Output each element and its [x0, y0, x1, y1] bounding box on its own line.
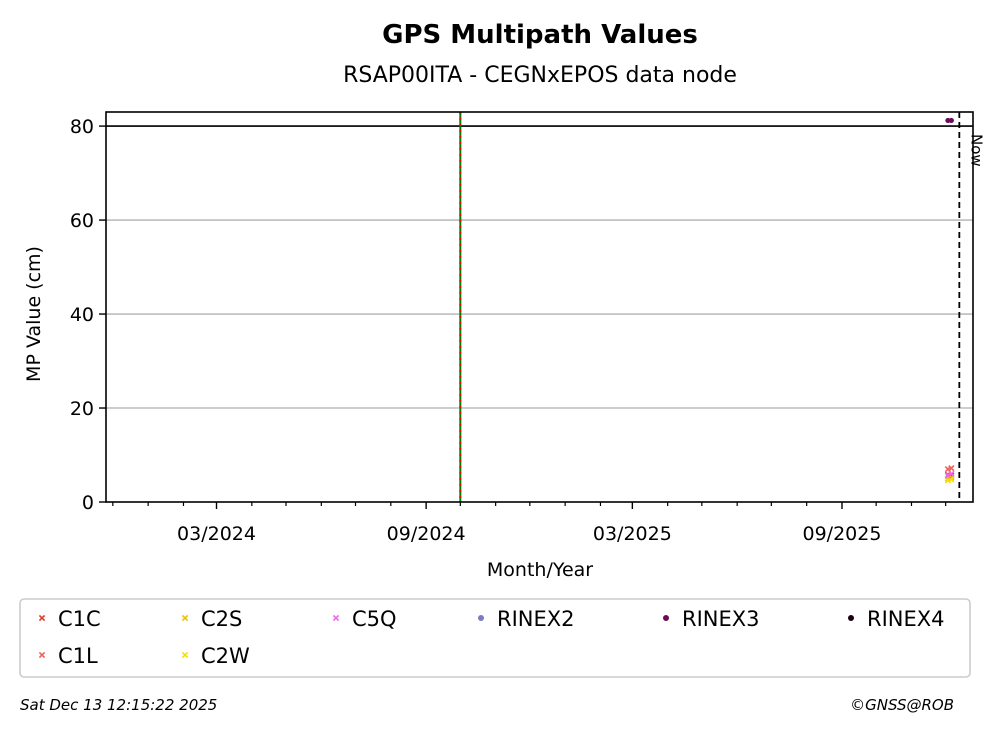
- plot-frame: [105, 111, 974, 503]
- legend-item-rinex4: RINEX4: [848, 607, 945, 631]
- legend-item-c5q: C5Q: [332, 607, 397, 631]
- point-stroke: [948, 465, 955, 472]
- legend-item-c2w: C2W: [181, 644, 250, 668]
- point-rinex3: [948, 117, 954, 124]
- point-c1l: [948, 465, 955, 472]
- x-axis-label: Month/Year: [487, 559, 593, 581]
- data-points: [944, 117, 955, 484]
- legend-label: C1L: [58, 644, 98, 668]
- point-stroke: [948, 476, 955, 483]
- legend-item-rinex3: RINEX3: [663, 607, 760, 631]
- point-c5q: [944, 472, 952, 479]
- legend-label: C2W: [201, 644, 250, 668]
- y-axis-label: MP Value (cm): [23, 246, 45, 382]
- footer-timestamp: Sat Dec 13 12:15:22 2025: [20, 696, 217, 714]
- legend-label: RINEX4: [867, 607, 945, 631]
- point-stroke: [948, 470, 955, 477]
- legend-marker: [663, 615, 669, 621]
- axes: 0 20 40 60 80 03/2024 09/2024 03/2025 09/2025: [70, 111, 974, 545]
- legend-marker: [38, 614, 46, 622]
- legend-marker: [848, 615, 854, 621]
- chart-subtitle: RSAP00ITA - CEGNxEPOS data node: [343, 63, 737, 88]
- chart-title: GPS Multipath Values: [382, 20, 698, 50]
- x-tick-label: 09/2025: [803, 523, 882, 545]
- legend-marker: [332, 614, 340, 622]
- legend-label: RINEX2: [497, 607, 575, 631]
- legend-item-c1c: C1C: [38, 607, 101, 631]
- legend-items: C1C C1L C2S C2W C5Q RINEX2 RINEX3 RINEX4: [38, 607, 945, 668]
- grid-lines: [106, 125, 973, 409]
- x-tick-label: 03/2024: [177, 523, 256, 545]
- y-tick-label: 60: [70, 210, 94, 232]
- legend-label: RINEX3: [682, 607, 760, 631]
- legend-label: C1C: [58, 607, 101, 631]
- x-tick-label: 03/2025: [593, 523, 672, 545]
- legend-label: C5Q: [352, 607, 397, 631]
- legend-marker: [38, 651, 46, 659]
- legend-frame: [19, 598, 971, 678]
- point-stroke: [944, 472, 952, 479]
- legend: C1C C1L C2S C2W C5Q RINEX2 RINEX3 RINEX4: [19, 598, 971, 678]
- now-label: Now: [967, 134, 985, 167]
- y-tick-label: 0: [82, 492, 94, 514]
- event-lines: Now: [459, 112, 985, 502]
- legend-item-c2s: C2S: [181, 607, 242, 631]
- legend-marker: [181, 651, 189, 659]
- legend-item-rinex2: RINEX2: [478, 607, 575, 631]
- y-tick-label: 20: [70, 398, 94, 420]
- point-c5q: [948, 470, 955, 477]
- legend-marker: [181, 614, 189, 622]
- x-tick-label: 09/2024: [387, 523, 466, 545]
- y-tick-label: 80: [70, 116, 94, 138]
- legend-item-c1l: C1L: [38, 644, 98, 668]
- legend-label: C2S: [201, 607, 242, 631]
- legend-marker: [478, 615, 484, 621]
- footer-credit: ©GNSS@ROB: [850, 696, 954, 714]
- y-tick-label: 40: [70, 304, 94, 326]
